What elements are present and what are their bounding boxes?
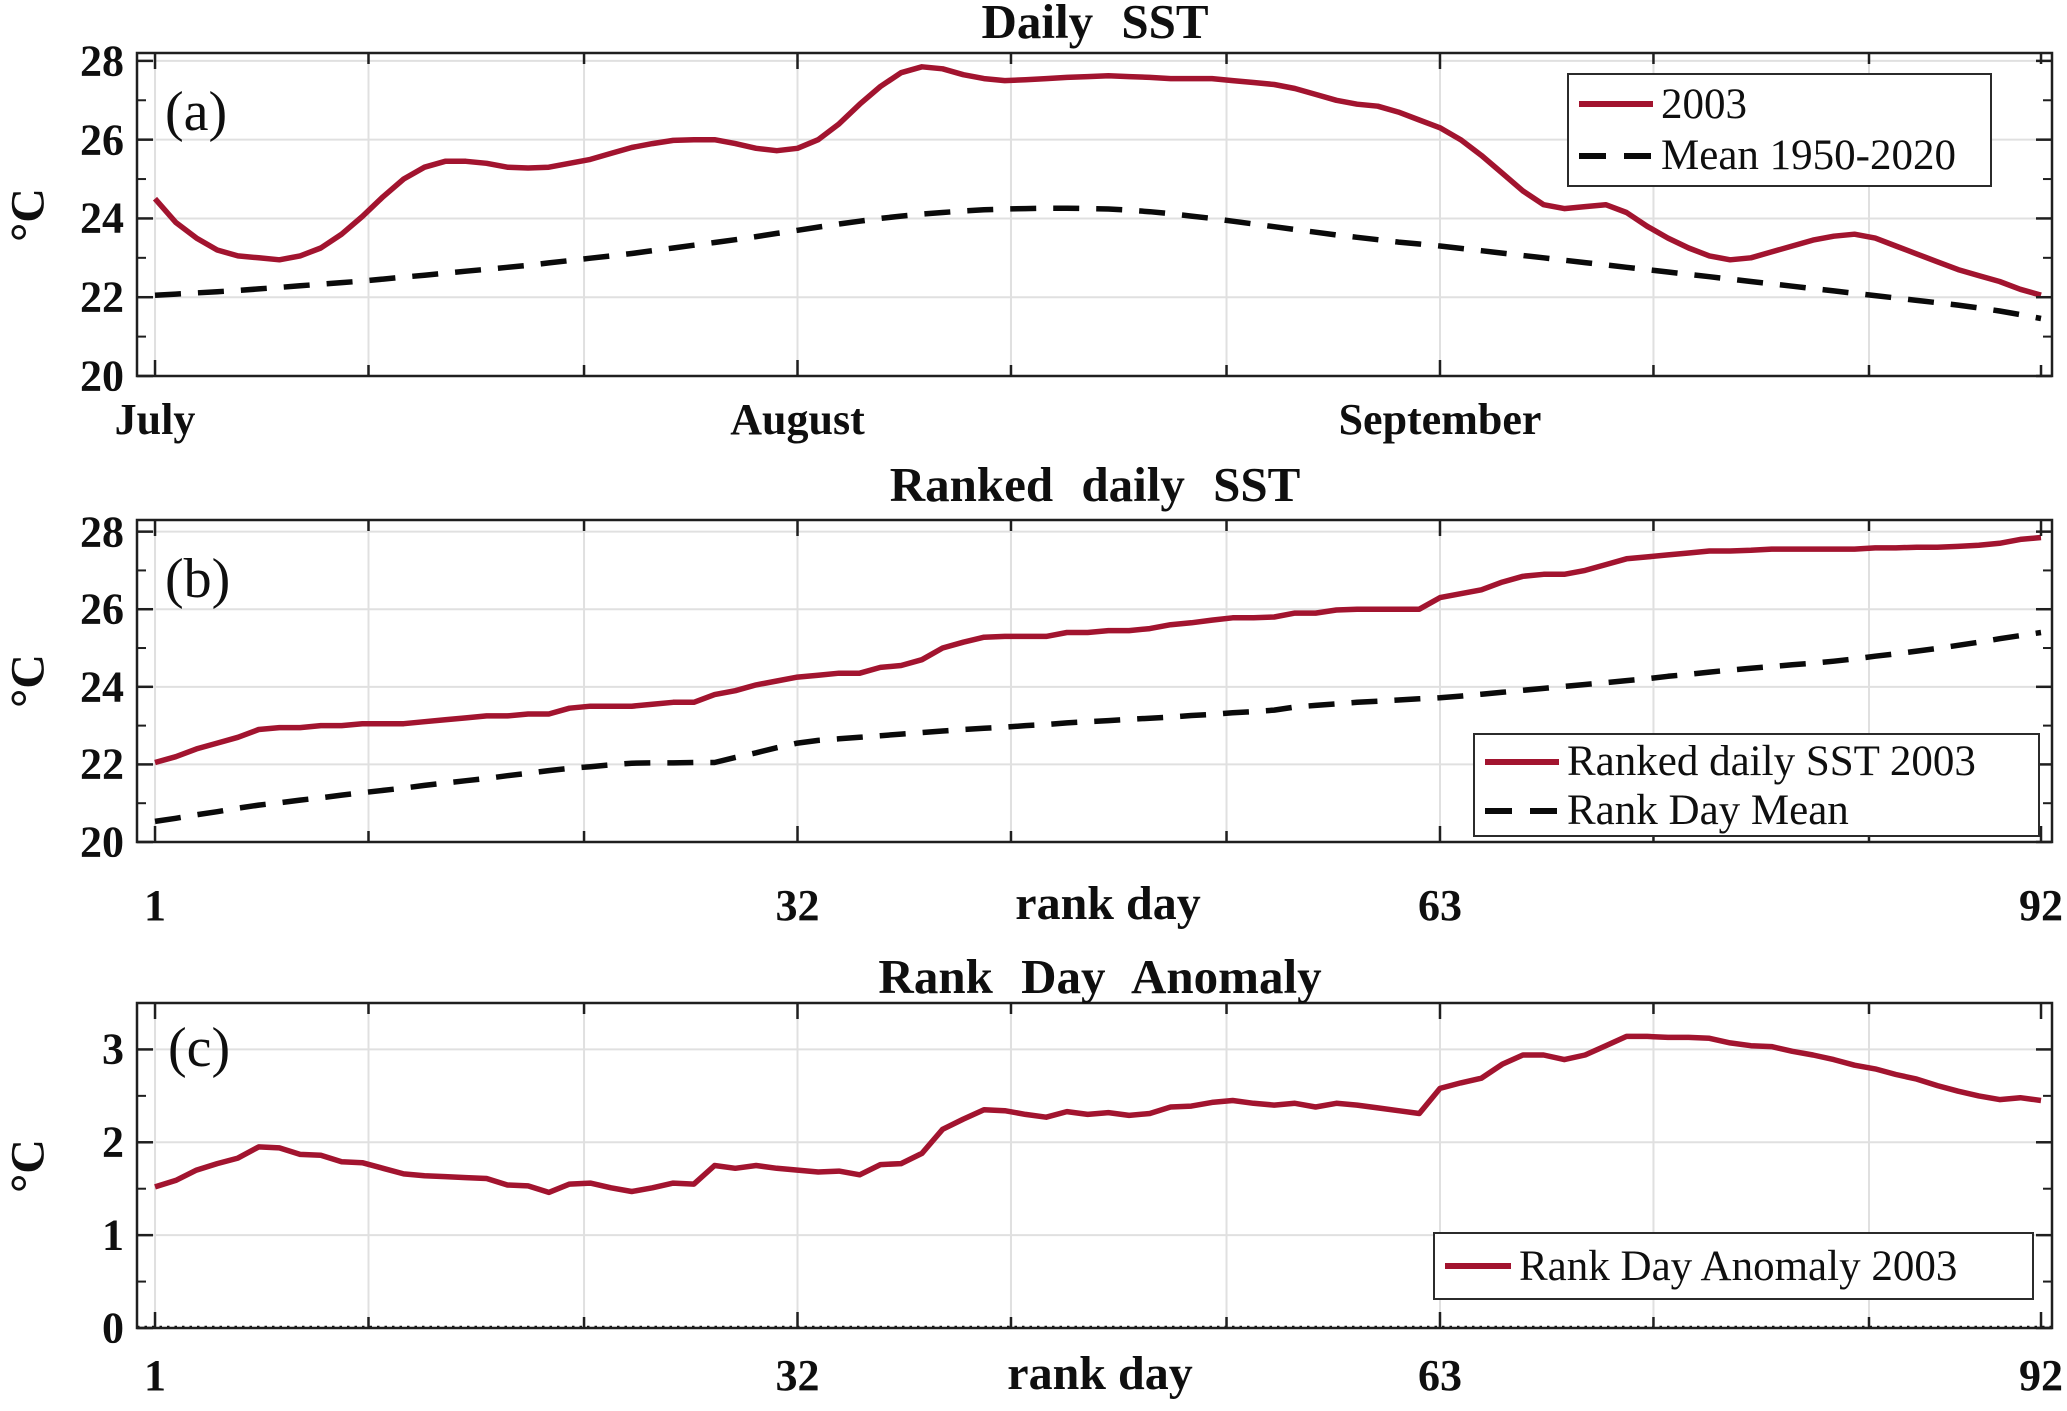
legend-entry: Rank Day Mean: [1485, 786, 2028, 835]
x-tick-label: 32: [775, 881, 820, 930]
y-tick-label: 28: [80, 507, 124, 557]
legend-label: 2003: [1661, 80, 1747, 128]
x-tick-label: 92: [2019, 1351, 2064, 1400]
legend-label: Rank Day Mean: [1567, 787, 1849, 834]
panel-b-legend: Ranked daily SST 2003 Rank Day Mean: [1473, 733, 2040, 837]
x-tick-label: August: [730, 395, 865, 444]
x-tick-label: 63: [1417, 1351, 1462, 1400]
panel-b-tag: (b): [165, 548, 231, 610]
legend-entry: Rank Day Anomaly 2003: [1445, 1242, 2022, 1291]
red-line-icon: [1579, 101, 1653, 108]
red-line-icon: [1485, 758, 1559, 765]
y-tick-label: 22: [80, 272, 124, 322]
legend-entry: Mean 1950-2020: [1579, 131, 1980, 180]
x-tick-label: 32: [775, 1351, 820, 1400]
x-tick-label: September: [1338, 395, 1542, 444]
panel-c-legend: Rank Day Anomaly 2003: [1433, 1232, 2034, 1300]
x-tick-label: 1: [144, 1351, 167, 1400]
panel-a-title: Daily SST: [981, 0, 1209, 49]
red-line-icon: [1445, 1263, 1511, 1269]
y-tick-label: 22: [80, 739, 124, 789]
y-tick-label: 24: [80, 662, 124, 712]
x-tick-label: 1: [144, 881, 167, 930]
y-tick-label: 20: [80, 351, 124, 401]
dashed-line-icon: [1485, 807, 1559, 814]
panel-c-tag: (c): [168, 1017, 231, 1079]
legend-entry: 2003: [1579, 80, 1980, 129]
y-tick-label: 28: [80, 36, 124, 86]
y-tick-label: 24: [80, 193, 124, 243]
panel-c-title: Rank Day Anomaly: [878, 949, 1322, 1004]
y-tick-label: 2: [102, 1117, 124, 1167]
y-tick-label: 3: [102, 1024, 124, 1074]
panel-a-legend: 2003 Mean 1950-2020: [1567, 73, 1992, 187]
panel-b-xlabel: rank day: [1015, 877, 1201, 930]
legend-label: Mean 1950-2020: [1661, 132, 1956, 180]
legend-label: Rank Day Anomaly 2003: [1519, 1242, 1958, 1290]
panel-a-tag: (a): [165, 81, 228, 143]
panel-c-xlabel: rank day: [1007, 1347, 1193, 1400]
y-tick-label: 1: [102, 1210, 124, 1260]
dashed-line-icon: [1579, 152, 1653, 159]
y-tick-label: 26: [80, 584, 124, 634]
legend-entry: Ranked daily SST 2003: [1485, 737, 2028, 786]
y-tick-label: 0: [102, 1303, 124, 1353]
x-tick-label: July: [114, 395, 196, 444]
x-tick-label: 63: [1417, 881, 1462, 930]
legend-label: Ranked daily SST 2003: [1567, 738, 1976, 785]
y-tick-label: 26: [80, 115, 124, 165]
panel-b-title: Ranked daily SST: [889, 457, 1301, 512]
y-tick-label: 20: [80, 817, 124, 867]
x-tick-label: 92: [2019, 881, 2064, 930]
